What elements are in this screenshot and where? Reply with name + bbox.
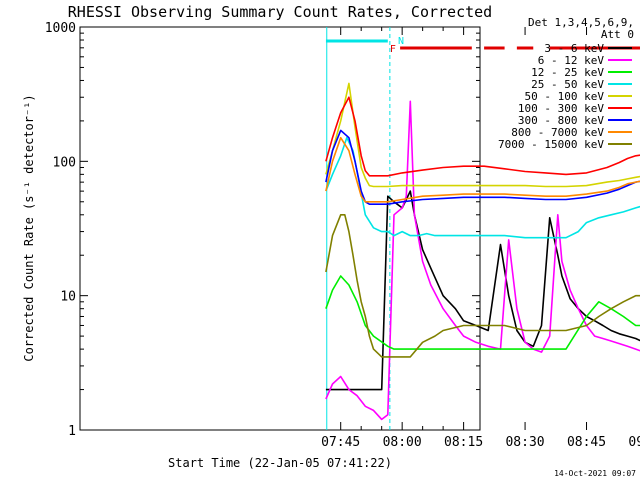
footer-date: 14-Oct-2021 09:07: [554, 469, 636, 478]
x-tick-label: 08:45: [567, 435, 606, 450]
series-line-8: [325, 214, 640, 358]
y-tick-label: 10: [60, 290, 76, 305]
legend-label: 50 - 100 keV: [525, 90, 605, 103]
series-line-6: [325, 129, 640, 205]
flare-flag-label: F: [390, 44, 396, 55]
night-flag-label: N: [398, 36, 404, 47]
plot-area: 1 10 100 1000 07:45 08:00 08:15 08:30 08:45 09:00…: [45, 21, 640, 450]
legend-label: 100 - 300 keV: [518, 102, 604, 115]
legend-label: 12 - 25 keV: [531, 66, 604, 79]
chart-title: RHESSI Observing Summary Count Rates, Co…: [68, 3, 492, 21]
series-line-7: [325, 136, 640, 203]
x-tick-label: 08:00: [383, 435, 422, 450]
y-tick-label: 100: [53, 155, 76, 170]
x-tick-label: 09:00: [628, 435, 640, 450]
y-tick-label: 1: [68, 424, 76, 439]
legend-label: 3 - 6 keV: [544, 42, 604, 55]
legend-label: 800 - 7000 keV: [511, 126, 604, 139]
x-tick-label: 08:15: [444, 435, 483, 450]
legend-label: 300 - 800 keV: [518, 114, 604, 127]
legend-label: 6 - 12 keV: [538, 54, 605, 67]
series-line-0: [325, 190, 640, 391]
legend-label: 25 - 50 keV: [531, 78, 604, 91]
x-tick-label: 07:45: [321, 435, 360, 450]
legend-header-1: Det 1,3,4,5,6,9,: [528, 16, 634, 29]
series-line-3: [325, 136, 640, 239]
series-line-5: [325, 96, 640, 177]
x-tick-label: 08:30: [505, 435, 544, 450]
y-tick-label: 1000: [45, 21, 76, 36]
series-line-2: [325, 275, 640, 350]
y-axis-label: Corrected Count Rate (s⁻¹ detector⁻¹): [22, 94, 36, 361]
legend-header-2: Att 0: [601, 28, 634, 41]
legend-label: 7000 - 15000 keV: [498, 138, 604, 151]
x-axis-label: Start Time (22-Jan-05 07:41:22): [168, 456, 392, 470]
plot-frame: [79, 26, 481, 431]
series-line-4: [325, 82, 640, 188]
